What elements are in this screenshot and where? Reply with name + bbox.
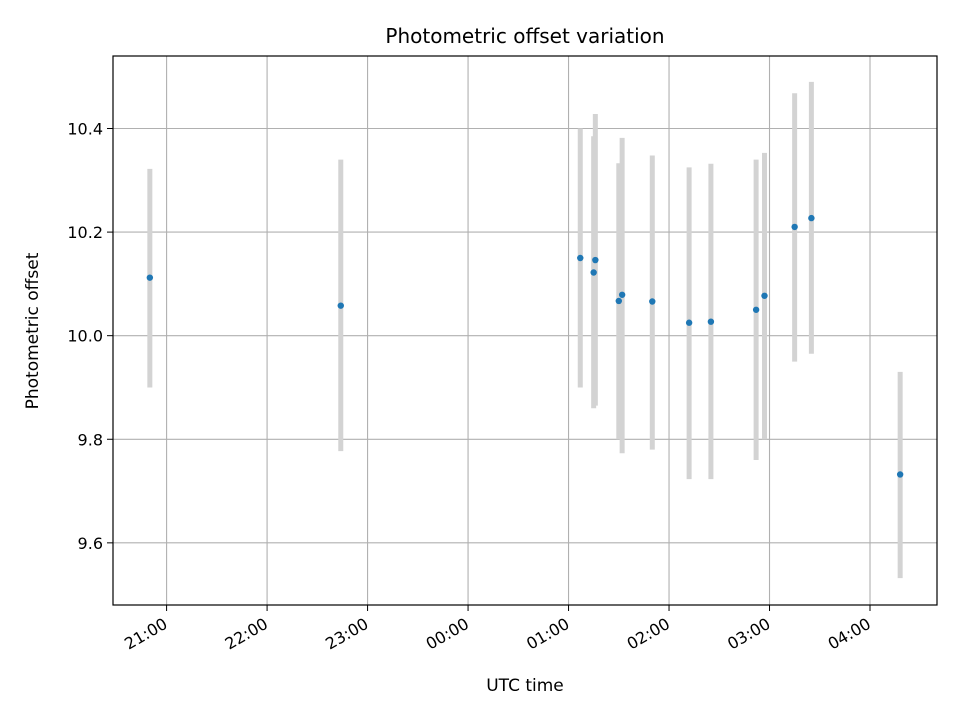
data-point (146, 274, 154, 281)
data-point (752, 306, 760, 313)
data-point (337, 302, 344, 309)
data-point (592, 256, 599, 264)
data-point (615, 297, 622, 305)
x-axis-label: UTC time (486, 676, 564, 696)
y-tick-label: 9.6 (78, 534, 103, 553)
plot-frame (112, 55, 938, 606)
y-axis-label: Photometric offset (23, 252, 43, 409)
data-point (808, 214, 815, 222)
data-point (707, 318, 715, 325)
y-tick-label: 10.0 (67, 327, 103, 346)
y-tick-label: 9.8 (78, 430, 103, 449)
data-point (590, 269, 597, 276)
data-point (761, 292, 768, 299)
y-axis-ticks: 9.6 9.8 10.0 10.2 10.4 (67, 120, 113, 553)
grid (113, 56, 937, 605)
data-point (649, 298, 656, 305)
chart-title: Photometric offset variation (385, 24, 664, 48)
y-tick-label: 10.4 (67, 120, 103, 139)
data-point (791, 223, 798, 231)
data-point (577, 254, 584, 262)
data-point (685, 319, 693, 326)
y-tick-label: 10.2 (67, 223, 103, 242)
data-point (618, 291, 626, 298)
data-points (146, 214, 904, 478)
data-point (896, 471, 904, 478)
